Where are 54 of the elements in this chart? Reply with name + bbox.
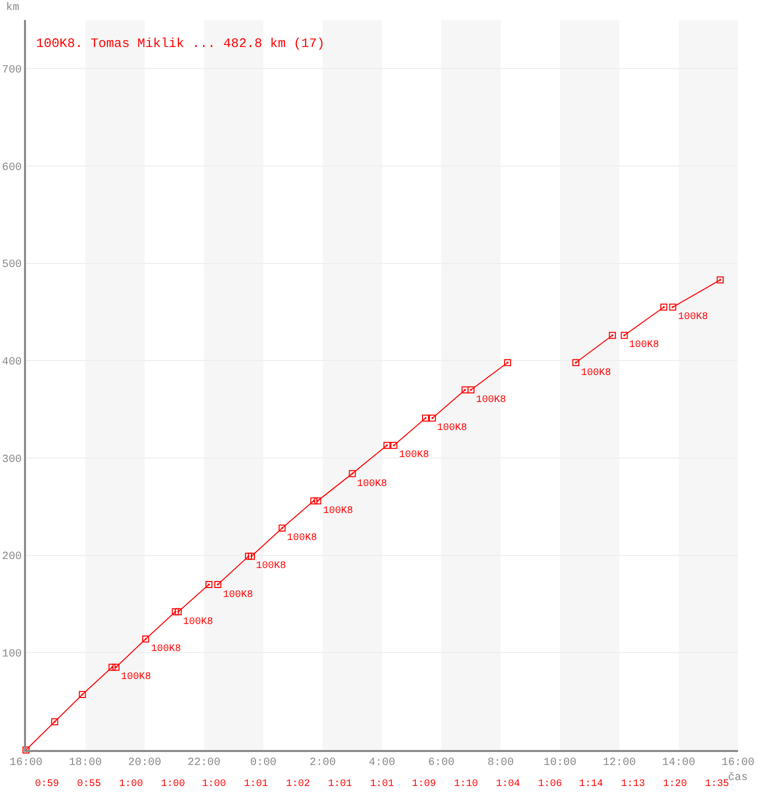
x-tick-label: 0:00 — [250, 757, 277, 770]
annotation: 100K8 — [629, 340, 660, 351]
text: 1:09 — [412, 779, 436, 790]
y-tick-label: 500 — [2, 259, 22, 272]
annotation: 100K8 — [223, 590, 254, 601]
x-tick-label: 14:00 — [662, 757, 696, 770]
text: 1:00 — [161, 779, 186, 790]
text: 1:02 — [286, 779, 310, 790]
text: 1:20 — [663, 779, 688, 790]
text: 0:55 — [77, 779, 102, 790]
annotation: 100K8 — [581, 368, 612, 379]
x-tick-label: 16:00 — [9, 757, 43, 770]
x-tick-label: 16:00 — [721, 757, 755, 770]
y-tick-label: 300 — [2, 454, 22, 466]
x-axis-title: čas — [728, 772, 748, 784]
text: 1:10 — [454, 779, 478, 790]
y-tick-label: 600 — [2, 162, 22, 174]
x-tick-label: 2:00 — [309, 757, 336, 770]
y-tick-label: 200 — [2, 551, 22, 564]
text: 1:00 — [119, 779, 144, 790]
y-axis-title: km — [6, 2, 20, 14]
annotation: 100K8 — [437, 423, 468, 434]
text: 1:01 — [244, 779, 268, 790]
text: 100K8. Tomas Miklik ... 482.8 km (17) — [36, 36, 325, 51]
x-tick-label: 22:00 — [187, 757, 221, 770]
x-tick-label: 4:00 — [368, 757, 396, 770]
annotation: 100K8 — [151, 644, 182, 655]
y-tick-label: 700 — [2, 64, 22, 77]
text: 1:01 — [370, 779, 394, 790]
x-tick-label: 18:00 — [68, 757, 102, 770]
x-tick-label: 6:00 — [428, 757, 455, 770]
annotation: 100K8 — [476, 395, 506, 406]
x-tick-label: 12:00 — [602, 757, 636, 770]
annotation: 100K8 — [287, 533, 318, 544]
text: 1:01 — [328, 779, 352, 790]
annotation: 100K8 — [323, 506, 354, 517]
x-tick-label: 20:00 — [128, 757, 162, 770]
text: 0:59 — [35, 779, 60, 790]
x-tick-label: 10:00 — [543, 757, 577, 770]
text: 1:35 — [705, 779, 730, 790]
text: 1:00 — [202, 779, 226, 790]
annotation: 100K8 — [678, 312, 708, 323]
annotation: 100K8 — [357, 479, 388, 490]
text: 1:04 — [496, 779, 520, 790]
text: 1:06 — [538, 779, 562, 790]
y-tick-label: 400 — [2, 356, 22, 369]
annotation: 100K8 — [399, 450, 430, 461]
text: 1:14 — [579, 779, 604, 790]
x-tick-label: 8:00 — [487, 757, 514, 770]
text: 1:13 — [621, 779, 646, 790]
annotation: 100K8 — [256, 561, 286, 572]
y-tick-label: 100 — [2, 648, 22, 661]
annotation: 100K8 — [183, 617, 214, 628]
annotation: 100K8 — [121, 672, 152, 683]
